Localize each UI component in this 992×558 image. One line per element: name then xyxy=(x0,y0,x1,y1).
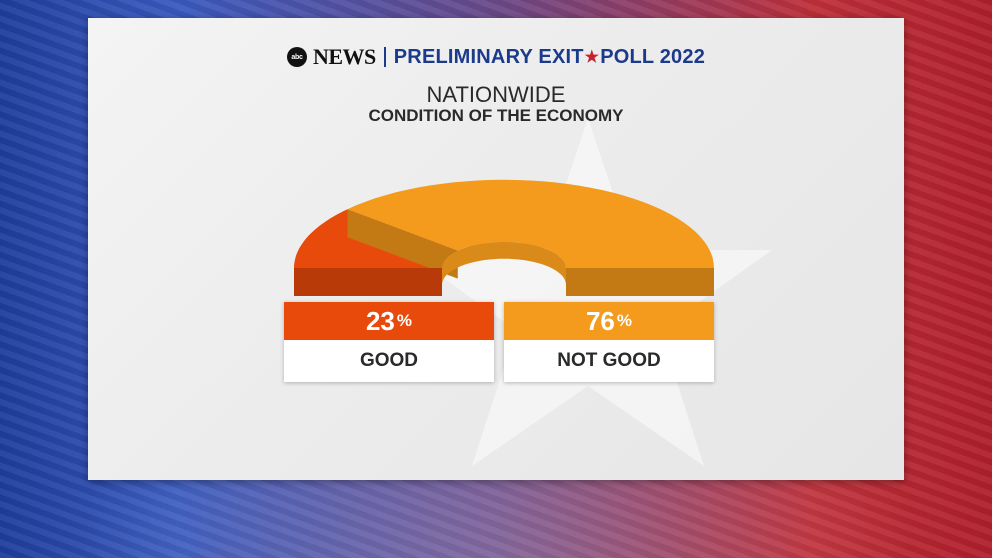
result-value: 76 xyxy=(585,305,615,336)
result-card-good: 23% GOOD xyxy=(284,302,494,382)
result-card-not-good: 76% NOT GOOD xyxy=(504,302,714,382)
program-title: PRELIMINARY EXIT ★ POLL 2022 xyxy=(394,46,705,69)
percent-sign: % xyxy=(616,311,633,330)
star-icon: ★ xyxy=(584,49,600,66)
program-title-part2: POLL 2022 xyxy=(600,45,706,68)
network-name: NEWS xyxy=(312,44,376,69)
gauge-segment xyxy=(347,179,714,268)
result-value: 23 xyxy=(365,305,395,336)
gauge-chart xyxy=(294,179,714,296)
header-divider xyxy=(383,47,386,67)
result-value-bar: 23% xyxy=(284,302,494,340)
gauge-base-right xyxy=(566,268,714,296)
abc-logo-icon: abc xyxy=(286,47,307,67)
percent-sign: % xyxy=(396,311,413,330)
chart-subtitle: CONDITION OF THE ECONOMY xyxy=(368,106,624,125)
graphic-panel: abc NEWS PRELIMINARY EXIT ★ POLL 2022 NA… xyxy=(88,18,904,480)
background-star-icon xyxy=(404,118,772,466)
chart-title: NATIONWIDE xyxy=(426,82,566,107)
result-label: NOT GOOD xyxy=(557,350,661,371)
gauge-inner-wall xyxy=(442,242,566,285)
gauge-segment-side xyxy=(347,209,458,279)
result-value-bar: 76% xyxy=(504,302,714,340)
gauge-base-left xyxy=(294,268,442,296)
result-label: GOOD xyxy=(359,350,419,371)
program-title-part1: PRELIMINARY EXIT xyxy=(393,45,584,68)
broadcast-header: abc NEWS PRELIMINARY EXIT ★ POLL 2022 xyxy=(88,44,904,70)
